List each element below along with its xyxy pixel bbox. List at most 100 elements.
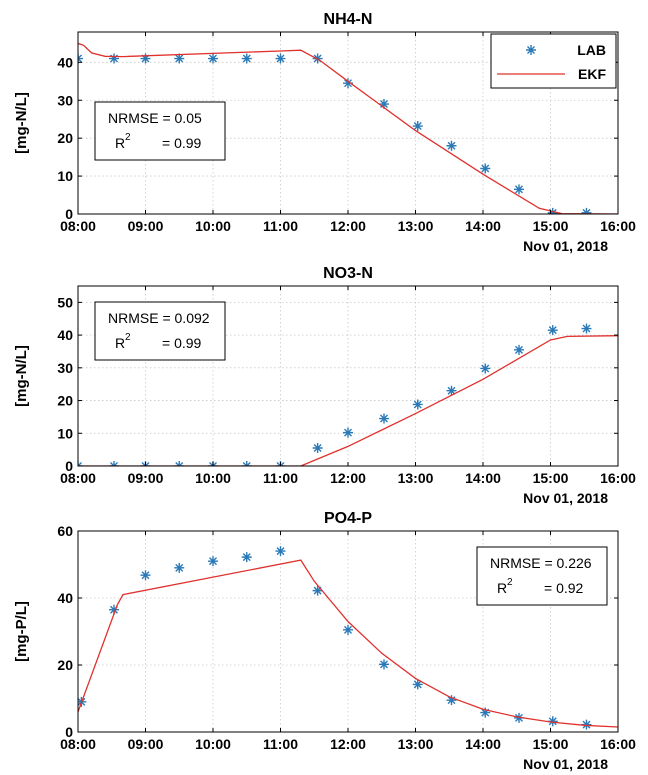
ekf-line <box>78 335 618 466</box>
r2-value-text: = 0.99 <box>162 135 202 151</box>
nrmse-text: NRMSE = 0.226 <box>490 555 592 571</box>
y-tick-label: 20 <box>57 393 73 409</box>
legend-label: EKF <box>578 66 606 82</box>
x-tick-label: 15:00 <box>533 218 569 234</box>
lab-point <box>446 140 457 151</box>
x-tick-label: 08:00 <box>60 736 96 752</box>
y-axis-label: [mg-N/L] <box>13 345 30 407</box>
y-tick-label: 0 <box>65 206 73 222</box>
series-ekf <box>78 559 618 728</box>
x-tick-label: 13:00 <box>398 736 434 752</box>
x-tick-label: 16:00 <box>600 470 636 486</box>
y-tick-label: 50 <box>57 294 73 310</box>
y-tick-label: 10 <box>57 425 73 441</box>
stats-box: NRMSE = 0.226 R 2 = 0.92 <box>476 546 608 606</box>
series-lab <box>78 546 592 730</box>
lab-point <box>109 53 119 64</box>
r2-symbol: R <box>115 135 125 151</box>
y-axis-label: [mg-N/L] <box>13 92 30 154</box>
x-tick-label: 16:00 <box>600 218 636 234</box>
lab-point <box>514 712 524 723</box>
lab-point <box>379 99 389 110</box>
lab-point <box>446 695 457 706</box>
lab-point <box>379 413 389 424</box>
x-tick-label: 13:00 <box>398 470 434 486</box>
x-tick-label: 10:00 <box>195 736 231 752</box>
x-tick-label: 08:00 <box>60 470 96 486</box>
nrmse-text: NRMSE = 0.05 <box>108 110 202 126</box>
stats-frame <box>94 301 226 361</box>
x-tick-label: 10:00 <box>195 218 231 234</box>
lab-point <box>514 184 524 195</box>
y-tick-label: 10 <box>57 168 73 184</box>
x-tick-label: 12:00 <box>330 218 366 234</box>
stats-frame <box>476 546 608 606</box>
x-tick-label: 10:00 <box>195 470 231 486</box>
x-tick-label: 15:00 <box>533 736 569 752</box>
y-tick-label: 40 <box>57 327 73 343</box>
lab-point <box>379 659 389 670</box>
lab-point <box>109 604 119 615</box>
series-lab <box>78 323 592 466</box>
date-label: Nov 01, 2018 <box>523 238 608 254</box>
x-tick-label: 12:00 <box>330 736 366 752</box>
y-tick-label: 0 <box>65 724 73 740</box>
lab-point <box>208 556 218 567</box>
stats-frame <box>94 101 226 161</box>
x-tick-label: 13:00 <box>398 218 434 234</box>
panel-no3-n: 08:00 09:00 10:00 11:00 12:00 13:00 14:00 15:00… <box>13 265 636 506</box>
x-tick-label: 09:00 <box>128 470 164 486</box>
x-tick-label: 16:00 <box>600 736 636 752</box>
r2-value-text: = 0.92 <box>544 580 584 596</box>
lab-point <box>343 78 353 89</box>
lab-point <box>480 163 491 174</box>
r2-superscript: 2 <box>125 332 131 343</box>
stats-box: NRMSE = 0.05 R 2 = 0.99 <box>94 101 226 161</box>
lab-point <box>547 716 558 727</box>
y-tick-label: 60 <box>57 523 73 539</box>
lab-point <box>547 207 558 214</box>
y-tick-label: 20 <box>57 657 73 673</box>
ekf-line <box>78 559 618 728</box>
x-tick-label: 12:00 <box>330 470 366 486</box>
lab-point <box>412 399 423 410</box>
lab-point <box>480 707 491 718</box>
lab-point <box>581 719 592 730</box>
legend: LAB EKF <box>490 33 617 89</box>
y-tick-label: 40 <box>57 54 73 70</box>
lab-point <box>312 585 323 596</box>
x-tick-label: 11:00 <box>263 736 298 752</box>
series-ekf <box>78 42 618 214</box>
r2-symbol: R <box>497 580 507 596</box>
chart-title: PO4-P <box>324 510 372 527</box>
chart-title: NO3-N <box>323 265 373 282</box>
nrmse-text: NRMSE = 0.092 <box>108 310 210 326</box>
lab-point <box>241 552 252 563</box>
y-tick-label: 30 <box>57 360 73 376</box>
lab-point <box>412 121 423 132</box>
lab-point <box>140 53 151 64</box>
x-tick-label: 11:00 <box>263 218 298 234</box>
ekf-line <box>78 42 618 214</box>
y-axis-label: [mg-P/L] <box>13 601 30 662</box>
lab-point <box>581 323 592 334</box>
legend-marker-lab <box>526 45 536 55</box>
lab-point <box>480 363 491 374</box>
lab-point <box>208 53 218 64</box>
x-tick-label: 14:00 <box>465 470 501 486</box>
r2-superscript: 2 <box>507 577 513 588</box>
lab-point <box>275 53 286 64</box>
lab-point <box>581 207 592 214</box>
x-tick-label: 14:00 <box>465 736 501 752</box>
x-tick-label: 08:00 <box>60 218 96 234</box>
date-label: Nov 01, 2018 <box>523 756 608 772</box>
chart-title: NH4-N <box>324 11 373 28</box>
y-tick-label: 0 <box>65 458 73 474</box>
r2-symbol: R <box>115 335 125 351</box>
r2-superscript: 2 <box>125 132 131 143</box>
lab-point <box>140 570 151 581</box>
lab-point <box>343 427 353 438</box>
lab-point <box>412 679 423 690</box>
y-tick-label: 30 <box>57 92 73 108</box>
series-ekf <box>78 335 618 466</box>
